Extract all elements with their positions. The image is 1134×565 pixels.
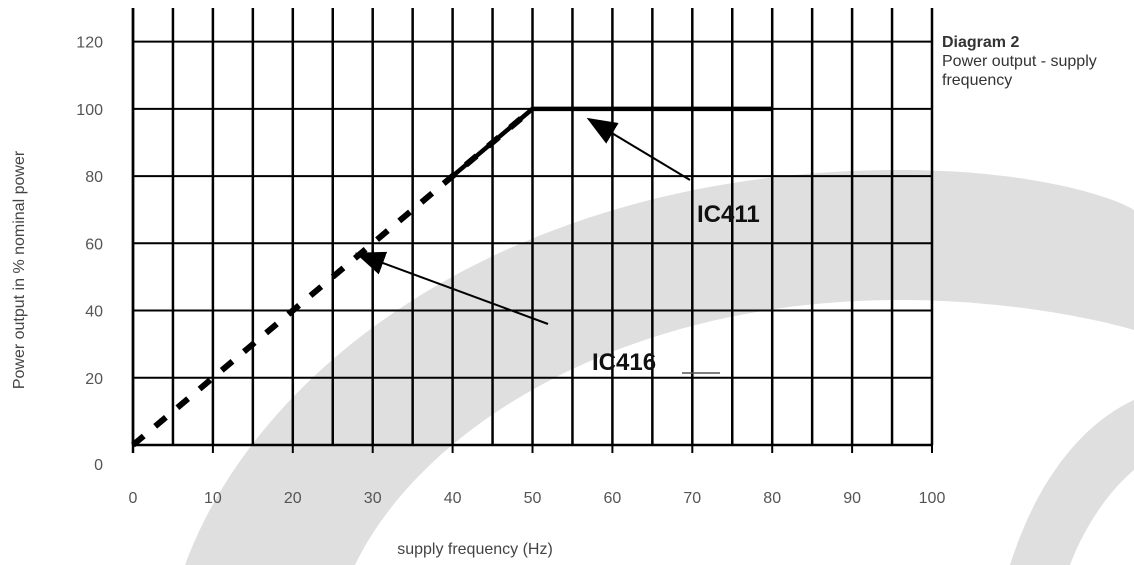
annotation-label-ic411: IC411 bbox=[697, 201, 760, 228]
y-tick-label: 60 bbox=[85, 236, 103, 253]
x-tick-label: 80 bbox=[763, 490, 781, 507]
tick-labels: 0 10 20 30 40 50 60 70 80 90 100 0 20 40 60 80 100 120 bbox=[76, 35, 945, 507]
x-tick-label: 90 bbox=[843, 490, 861, 507]
annotation-arrow-ic416 bbox=[354, 251, 549, 325]
x-tick-label: 40 bbox=[444, 490, 462, 507]
chart-caption: Diagram 2 Power output - supply frequenc… bbox=[942, 33, 1132, 90]
y-tick-label: 80 bbox=[85, 169, 103, 186]
series-layer bbox=[131, 106, 773, 448]
y-tick-label: 120 bbox=[76, 35, 103, 52]
y-tick-label: 40 bbox=[85, 304, 103, 321]
y-axis-label: Power output in % nominal power bbox=[11, 150, 28, 389]
x-tick-label: 30 bbox=[364, 490, 382, 507]
x-tick-label: 60 bbox=[604, 490, 622, 507]
watermark-swoosh bbox=[185, 170, 1134, 565]
x-tick-label: 0 bbox=[129, 490, 138, 507]
x-tick-label: 100 bbox=[919, 490, 946, 507]
series-line-ic411 bbox=[451, 106, 773, 178]
series-line-ic416 bbox=[131, 106, 535, 448]
chart-title: Diagram 2 bbox=[942, 34, 1020, 51]
y-tick-label: 0 bbox=[94, 457, 103, 474]
y-tick-label: 20 bbox=[85, 371, 103, 388]
x-tick-label: 70 bbox=[683, 490, 701, 507]
y-tick-label: 100 bbox=[76, 102, 103, 119]
chart-axes bbox=[131, 8, 933, 453]
x-tick-label: 20 bbox=[284, 490, 302, 507]
x-tick-label: 10 bbox=[204, 490, 222, 507]
chart-grid bbox=[131, 8, 934, 445]
annotation-arrow-ic411 bbox=[586, 117, 691, 181]
x-tick-label: 50 bbox=[524, 490, 542, 507]
annotation-label-ic416: IC416 bbox=[592, 349, 656, 376]
chart-subtitle: Power output - supply frequency bbox=[942, 53, 1097, 89]
annotation-layer: IC411 IC416 bbox=[354, 117, 760, 376]
x-axis-label: supply frequency (Hz) bbox=[397, 541, 553, 558]
